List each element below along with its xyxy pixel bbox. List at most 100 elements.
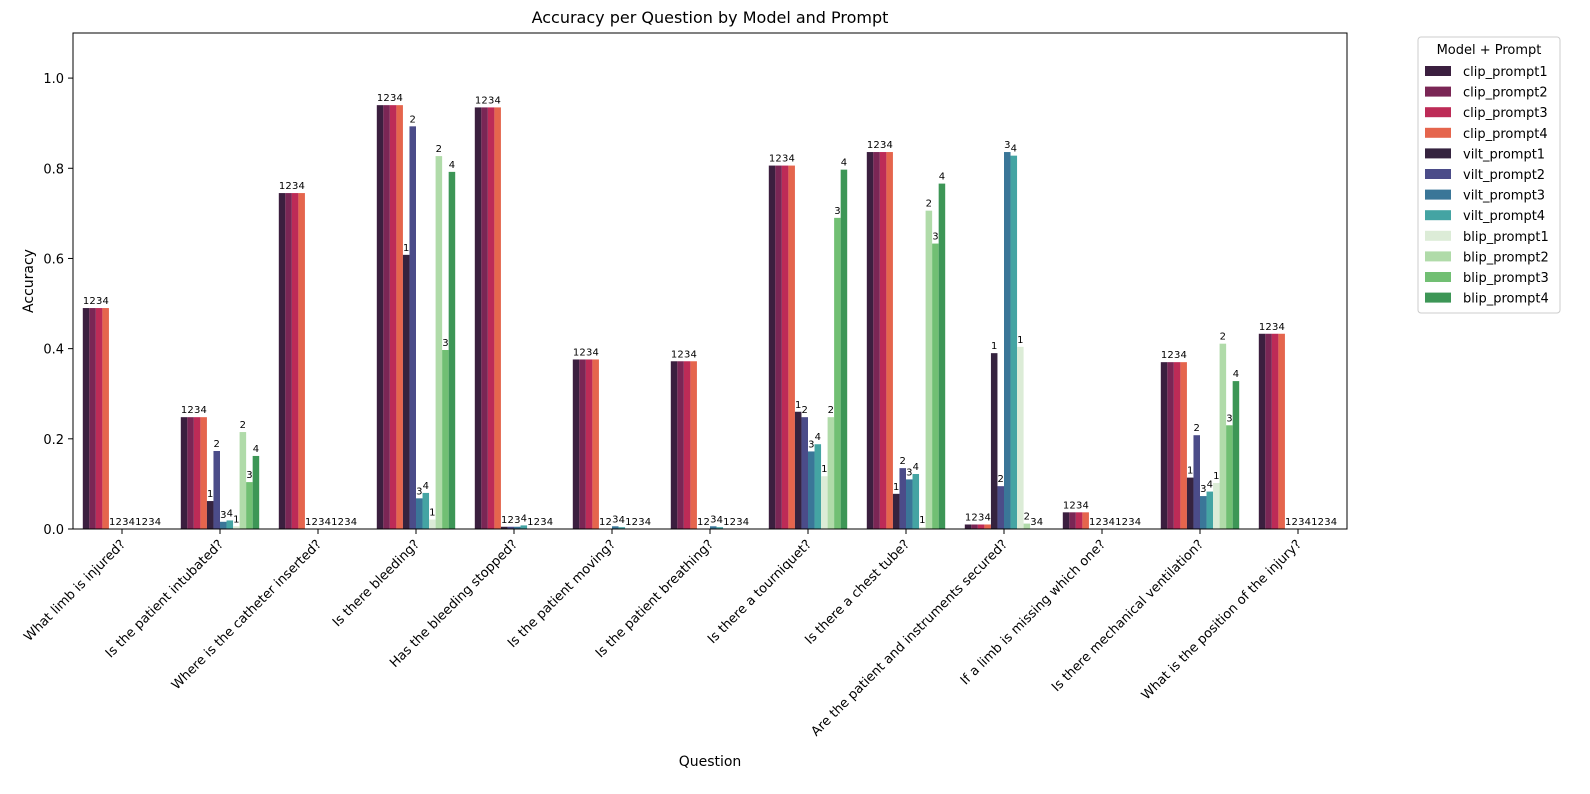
- bar-label-vilt_prompt3-4: 3: [514, 515, 520, 526]
- bar-vilt_prompt3-6: [710, 526, 717, 529]
- bar-label-vilt_prompt3-8: 3: [906, 467, 912, 478]
- bar-label-vilt_prompt4-7: 4: [815, 432, 821, 443]
- bar-label-blip_prompt3-0: 3: [148, 517, 154, 528]
- bar-label-blip_prompt3-12: 3: [1324, 517, 1330, 528]
- bar-blip_prompt1-9: [1017, 346, 1024, 529]
- bar-label-blip_prompt3-9: 3: [1030, 517, 1036, 528]
- bar-label-clip_prompt4-3: 4: [396, 93, 402, 104]
- bar-label-vilt_prompt3-11: 3: [1200, 484, 1206, 495]
- x-tick-label: Is the patient breathing?: [593, 537, 717, 661]
- bar-label-clip_prompt2-3: 2: [383, 93, 389, 104]
- bar-label-clip_prompt2-11: 2: [1167, 350, 1173, 361]
- bar-clip_prompt1-7: [768, 165, 776, 529]
- bar-vilt_prompt2-9: [997, 486, 1004, 529]
- bar-clip_prompt1-5: [572, 359, 580, 529]
- bar-label-blip_prompt3-3: 3: [442, 338, 448, 349]
- bar-label-blip_prompt2-1: 2: [240, 420, 246, 431]
- bar-label-blip_prompt2-0: 2: [142, 517, 148, 528]
- bar-label-clip_prompt4-0: 4: [102, 296, 108, 307]
- bar-vilt_prompt1-3: [402, 254, 410, 529]
- x-axis-label: Question: [679, 754, 742, 770]
- bar-label-blip_prompt4-10: 4: [1135, 517, 1141, 528]
- legend: Model + Prompt clip_prompt1 clip_prompt2c…: [1417, 36, 1561, 314]
- bar-vilt_prompt2-4: [507, 526, 514, 529]
- bar-label-clip_prompt4-10: 4: [1082, 500, 1088, 511]
- bar-clip_prompt2-8: [873, 152, 880, 530]
- bar-label-vilt_prompt2-8: 2: [900, 456, 906, 467]
- bar-label-vilt_prompt1-6: 1: [697, 517, 703, 528]
- x-tick-label: Is the patient moving?: [505, 537, 619, 651]
- bar-clip_prompt3-3: [389, 105, 397, 530]
- legend-label-clip_prompt4: clip_prompt4: [1463, 127, 1548, 142]
- bar-label-clip_prompt2-9: 2: [971, 512, 977, 523]
- bar-clip_prompt3-11: [1173, 362, 1181, 529]
- bar-label-clip_prompt4-6: 4: [690, 349, 696, 360]
- bar-clip_prompt3-0: [95, 308, 103, 529]
- bar-label-clip_prompt3-9: 3: [978, 512, 984, 523]
- bar-label-vilt_prompt1-10: 1: [1089, 517, 1095, 528]
- bar-label-blip_prompt4-1: 4: [253, 444, 259, 455]
- bar-label-clip_prompt1-10: 1: [1063, 500, 1069, 511]
- bar-label-vilt_prompt2-1: 2: [214, 439, 220, 450]
- bar-label-blip_prompt2-9: 2: [1024, 512, 1030, 523]
- bar-clip_prompt1-9: [964, 524, 972, 529]
- bar-clip_prompt1-0: [82, 308, 90, 529]
- bar-label-blip_prompt3-4: 3: [540, 517, 546, 528]
- bar-label-blip_prompt3-2: 3: [344, 517, 350, 528]
- bar-blip_prompt3-8: [932, 243, 939, 529]
- bar-label-vilt_prompt2-5: 2: [606, 517, 612, 528]
- bar-label-blip_prompt4-0: 4: [155, 517, 161, 528]
- bar-clip_prompt1-12: [1258, 333, 1266, 529]
- bar-label-blip_prompt1-4: 1: [527, 517, 533, 528]
- bar-label-clip_prompt4-2: 4: [298, 181, 304, 192]
- bar-label-clip_prompt3-0: 3: [96, 296, 102, 307]
- legend-swatch-blip_prompt1: [1425, 230, 1451, 241]
- bar-clip_prompt1-4: [474, 107, 482, 530]
- bar-label-blip_prompt2-6: 2: [730, 517, 736, 528]
- bar-label-blip_prompt4-11: 4: [1233, 369, 1239, 380]
- legend-label-vilt_prompt4: vilt_prompt4: [1463, 209, 1545, 224]
- bar-label-blip_prompt4-12: 4: [1331, 517, 1337, 528]
- legend-label-clip_prompt2: clip_prompt2: [1463, 86, 1548, 101]
- bar-label-vilt_prompt2-2: 2: [312, 517, 318, 528]
- legend-swatch-vilt_prompt1: [1425, 148, 1451, 159]
- legend-label-blip_prompt3: blip_prompt3: [1463, 271, 1549, 286]
- bar-blip_prompt2-8: [925, 210, 933, 529]
- bar-vilt_prompt1-8: [892, 493, 900, 529]
- bar-label-vilt_prompt2-10: 2: [1096, 517, 1102, 528]
- bar-clip_prompt3-8: [879, 152, 887, 530]
- bar-vilt_prompt3-1: [220, 521, 227, 529]
- bar-clip_prompt4-12: [1278, 333, 1285, 529]
- bar-label-blip_prompt1-10: 1: [1115, 517, 1121, 528]
- bar-blip_prompt1-7: [821, 476, 828, 529]
- bar-label-clip_prompt1-7: 1: [769, 154, 775, 165]
- bar-label-blip_prompt1-6: 1: [723, 517, 729, 528]
- bar-label-vilt_prompt2-7: 2: [802, 405, 808, 416]
- legend-label-blip_prompt4: blip_prompt4: [1463, 292, 1549, 307]
- bar-clip_prompt1-10: [1062, 512, 1070, 529]
- bar-clip_prompt4-9: [984, 524, 991, 529]
- bar-label-vilt_prompt2-4: 2: [508, 515, 514, 526]
- bar-clip_prompt2-3: [383, 105, 390, 530]
- bar-clip_prompt1-1: [180, 417, 188, 529]
- bar-label-clip_prompt1-2: 1: [279, 181, 285, 192]
- legend-label-vilt_prompt3: vilt_prompt3: [1463, 189, 1545, 204]
- bar-label-vilt_prompt4-9: 4: [1011, 144, 1017, 155]
- bar-label-clip_prompt3-3: 3: [390, 93, 396, 104]
- bar-label-clip_prompt2-4: 2: [481, 95, 487, 106]
- bar-label-blip_prompt4-7: 4: [841, 158, 847, 169]
- bar-blip_prompt4-3: [448, 171, 456, 529]
- bar-clip_prompt4-11: [1180, 362, 1187, 529]
- bar-clip_prompt4-10: [1082, 512, 1089, 529]
- bar-label-clip_prompt4-7: 4: [788, 154, 794, 165]
- bar-label-clip_prompt3-7: 3: [782, 154, 788, 165]
- legend-swatch-blip_prompt3: [1425, 272, 1451, 282]
- bar-label-blip_prompt1-1: 1: [233, 514, 239, 525]
- y-tick-label: 0.4: [43, 343, 64, 358]
- bar-clip_prompt3-6: [683, 361, 691, 529]
- bar-label-clip_prompt1-4: 1: [475, 95, 481, 106]
- bar-label-blip_prompt3-11: 3: [1226, 413, 1232, 424]
- bar-label-vilt_prompt2-12: 2: [1292, 517, 1298, 528]
